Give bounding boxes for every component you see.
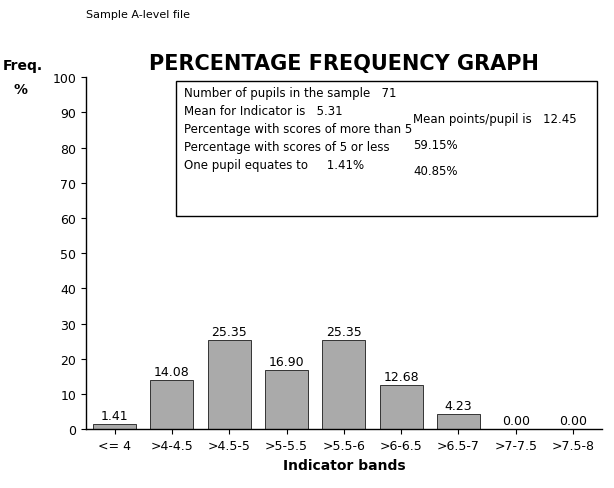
Text: Sample A-level file: Sample A-level file [86, 10, 190, 20]
Bar [265, 370, 308, 429]
Text: 1.41: 1.41 [101, 409, 128, 423]
Text: 4.23: 4.23 [445, 400, 472, 412]
Text: Mean points/pupil is   12.45: Mean points/pupil is 12.45 [413, 113, 577, 126]
Text: 12.68: 12.68 [383, 370, 419, 383]
Text: 0.00: 0.00 [502, 414, 530, 427]
Bar [208, 340, 251, 429]
Bar [176, 81, 597, 217]
Title: PERCENTAGE FREQUENCY GRAPH: PERCENTAGE FREQUENCY GRAPH [149, 54, 538, 74]
Text: 14.08: 14.08 [154, 365, 190, 378]
Bar [379, 385, 422, 429]
Text: Freq.: Freq. [3, 59, 43, 73]
X-axis label: Indicator bands: Indicator bands [282, 458, 405, 471]
Text: 25.35: 25.35 [211, 325, 247, 338]
Text: 59.15%: 59.15% [413, 139, 458, 152]
Text: 25.35: 25.35 [326, 325, 362, 338]
Bar [437, 415, 480, 429]
Bar [93, 425, 136, 429]
Text: %: % [14, 83, 28, 97]
Bar [150, 380, 193, 429]
Bar [322, 340, 365, 429]
Text: 16.90: 16.90 [269, 355, 305, 368]
Text: Number of pupils in the sample   71
Mean for Indicator is   5.31
Percentage with: Number of pupils in the sample 71 Mean f… [184, 87, 412, 172]
Text: 0.00: 0.00 [559, 414, 587, 427]
Text: 40.85%: 40.85% [413, 165, 458, 178]
